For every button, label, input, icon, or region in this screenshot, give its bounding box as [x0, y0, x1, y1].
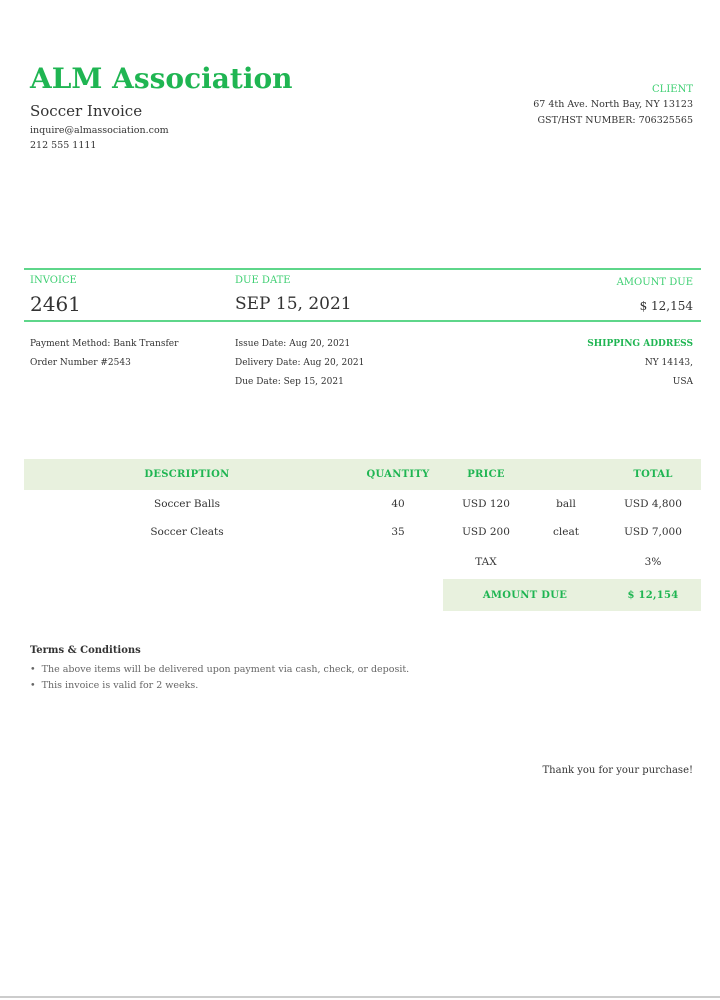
company-phone: 212 555 1111 [30, 140, 97, 151]
header-quantity: QUANTITY [366, 469, 430, 480]
details-due-date: Due Date: Sep 15, 2021 [235, 377, 344, 387]
total-amount-due-label: AMOUNT DUE [482, 590, 568, 601]
amount-due-label: AMOUNT DUE [616, 277, 693, 288]
shipping-line1: NY 14143, [644, 358, 693, 368]
row-description: Soccer Balls [154, 498, 220, 510]
row-quantity: 35 [391, 526, 405, 538]
header-description: DESCRIPTION [144, 469, 230, 480]
company-email: inquire@almassociation.com [30, 125, 169, 136]
thank-you: Thank you for your purchase! [542, 765, 693, 776]
shipping-line2: USA [672, 377, 693, 387]
shipping-label: SHIPPING ADDRESS [587, 339, 693, 349]
due-date-label: DUE DATE [235, 275, 291, 286]
row-total: USD 7,000 [624, 526, 682, 538]
invoice-subtitle: Soccer Invoice [30, 102, 143, 120]
company-name: ALM Association [30, 62, 293, 95]
row-total: USD 4,800 [624, 498, 682, 510]
amount-due: $ 12,154 [639, 299, 693, 313]
invoice-label: INVOICE [30, 275, 77, 286]
client-gst: GST/HST NUMBER: 706325565 [537, 115, 693, 126]
header-price: PRICE [467, 469, 505, 480]
top-rule [24, 268, 701, 270]
invoice-number: 2461 [30, 292, 81, 316]
terms-item-text: This invoice is valid for 2 weeks. [41, 680, 199, 691]
order-number: Order Number #2543 [30, 358, 131, 368]
client-label: CLIENT [652, 84, 693, 95]
mid-rule [24, 320, 701, 322]
terms-item: • This invoice is valid for 2 weeks. [30, 680, 199, 691]
tax-value: 3% [644, 556, 662, 568]
row-price: USD 120 [462, 498, 510, 510]
client-address: 67 4th Ave. North Bay, NY 13123 [533, 99, 693, 110]
due-date: SEP 15, 2021 [235, 294, 352, 314]
row-price: USD 200 [462, 526, 510, 538]
row-unit: ball [556, 498, 576, 510]
issue-date: Issue Date: Aug 20, 2021 [235, 339, 351, 349]
row-description: Soccer Cleats [150, 526, 224, 538]
payment-method: Payment Method: Bank Transfer [30, 339, 179, 349]
page-bottom-border [0, 996, 720, 998]
row-quantity: 40 [391, 498, 405, 510]
delivery-date: Delivery Date: Aug 20, 2021 [235, 358, 365, 368]
terms-item-text: The above items will be delivered upon p… [41, 664, 410, 675]
amount-due-band [443, 579, 701, 611]
terms-item: • The above items will be delivered upon… [30, 664, 410, 675]
tax-label: TAX [475, 556, 497, 568]
header-total: TOTAL [633, 469, 673, 480]
terms-title: Terms & Conditions [30, 645, 141, 656]
row-unit: cleat [553, 526, 579, 538]
total-amount-due-value: $ 12,154 [627, 590, 679, 601]
table-header [24, 459, 701, 490]
